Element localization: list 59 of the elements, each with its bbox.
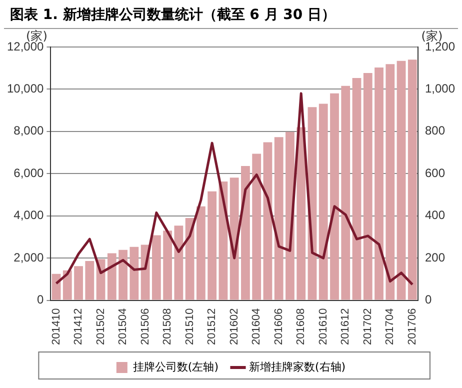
bar <box>174 226 184 300</box>
bar <box>374 67 384 300</box>
x-tick-label: 201702 <box>362 308 374 346</box>
x-tick-label: 201510 <box>184 308 196 346</box>
y-tick-label: 8,000 <box>14 124 44 138</box>
x-tick-label: 201610 <box>317 308 330 346</box>
bar <box>74 266 83 300</box>
bar <box>163 230 172 300</box>
bar <box>196 206 206 300</box>
y2-tick-label: 600 <box>424 166 446 180</box>
bar <box>185 218 194 300</box>
y-tick-label: 2,000 <box>14 250 44 264</box>
bar <box>62 270 72 300</box>
y-tick-label: 0 <box>37 292 44 307</box>
bar <box>363 72 372 300</box>
bar <box>208 191 217 300</box>
x-tick-label: 201608 <box>295 308 308 346</box>
legend-label: 挂牌公司数(左轴) <box>132 360 219 374</box>
bar <box>241 166 250 300</box>
bar <box>263 142 272 300</box>
x-tick-label: 201504 <box>117 308 130 346</box>
bar <box>386 64 395 300</box>
y2-tick-label: 200 <box>424 250 446 264</box>
x-tick-label: 201604 <box>250 308 263 346</box>
bar <box>252 154 262 300</box>
bar <box>274 137 284 300</box>
bar <box>330 93 339 300</box>
x-tick-label: 201612 <box>340 308 352 346</box>
bar <box>52 274 61 300</box>
y-tick-label: 4,000 <box>14 208 44 222</box>
chart-title: 图表 1. 新增挂牌公司数量统计（截至 6 月 30 日） <box>4 0 458 29</box>
x-tick-label: 201704 <box>384 308 396 346</box>
x-tick-label: 201606 <box>272 308 285 346</box>
bar <box>341 86 350 300</box>
bar <box>296 127 306 300</box>
x-tick-label: 201512 <box>206 308 218 346</box>
x-tick-label: 201602 <box>228 308 240 346</box>
x-tick-label: 201502 <box>94 308 107 346</box>
bar <box>352 78 362 300</box>
bar <box>107 253 116 300</box>
bar <box>396 60 406 300</box>
y-tick-label: 10,000 <box>7 82 44 96</box>
bar <box>118 250 128 300</box>
bar <box>85 261 94 300</box>
y-tick-label: 6,000 <box>14 166 44 180</box>
x-tick-label: 201508 <box>162 308 174 346</box>
y2-tick-label: 0 <box>424 292 432 307</box>
bar <box>408 60 417 300</box>
x-tick-label: 201412 <box>72 308 85 346</box>
y2-tick-label: 800 <box>424 124 446 138</box>
bar <box>130 246 139 300</box>
y2-tick-label: 1,000 <box>424 82 456 96</box>
bar <box>318 104 328 300</box>
x-tick-label: 201410 <box>50 308 62 346</box>
x-tick-label: 201706 <box>406 308 418 346</box>
bar <box>152 235 161 300</box>
x-tick-label: 201506 <box>139 308 152 346</box>
legend-label: 新增挂牌家数(右轴) <box>249 360 346 374</box>
y2-tick-label: 400 <box>424 208 446 222</box>
